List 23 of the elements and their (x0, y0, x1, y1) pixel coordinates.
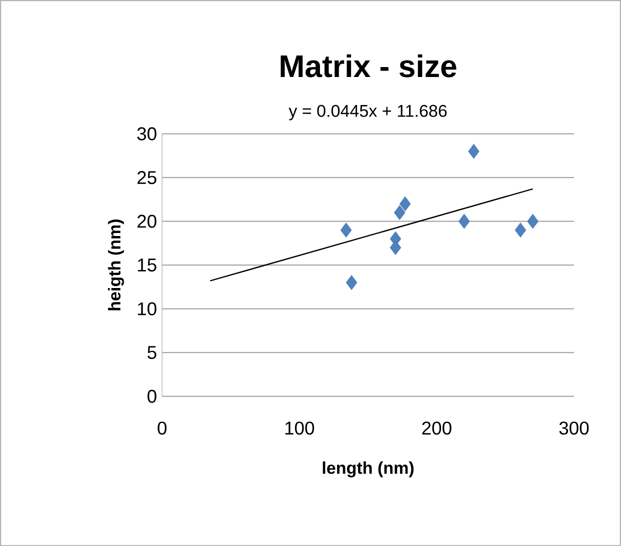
point (527, 214, 538, 229)
point (394, 205, 406, 220)
y-tick-label: 20 (138, 214, 156, 228)
point (340, 222, 352, 238)
chart-subtitle: y = 0.0445x + 11.686 (288, 104, 447, 120)
x-tick-label: 100 (285, 421, 314, 434)
y-axis-title: heigth (nm) (108, 219, 124, 310)
y-tick-label: 30 (137, 127, 156, 140)
y-tick-label: 10 (138, 302, 156, 316)
x-tick-label: 200 (422, 421, 452, 434)
y-tick-label: 0 (148, 390, 156, 403)
y-tick-label: 5 (148, 346, 156, 359)
chart-title: Matrix - size (280, 54, 456, 78)
point (458, 214, 470, 229)
point (514, 222, 526, 238)
point (468, 144, 480, 159)
point (400, 196, 411, 212)
x-tick-label: 0 (158, 421, 167, 434)
x-axis-title: length (nm) (322, 461, 414, 478)
point (346, 275, 358, 290)
y-tick-label: 25 (138, 170, 156, 184)
x-tick-label: 300 (559, 421, 589, 434)
y-tick-label: 15 (138, 258, 156, 272)
